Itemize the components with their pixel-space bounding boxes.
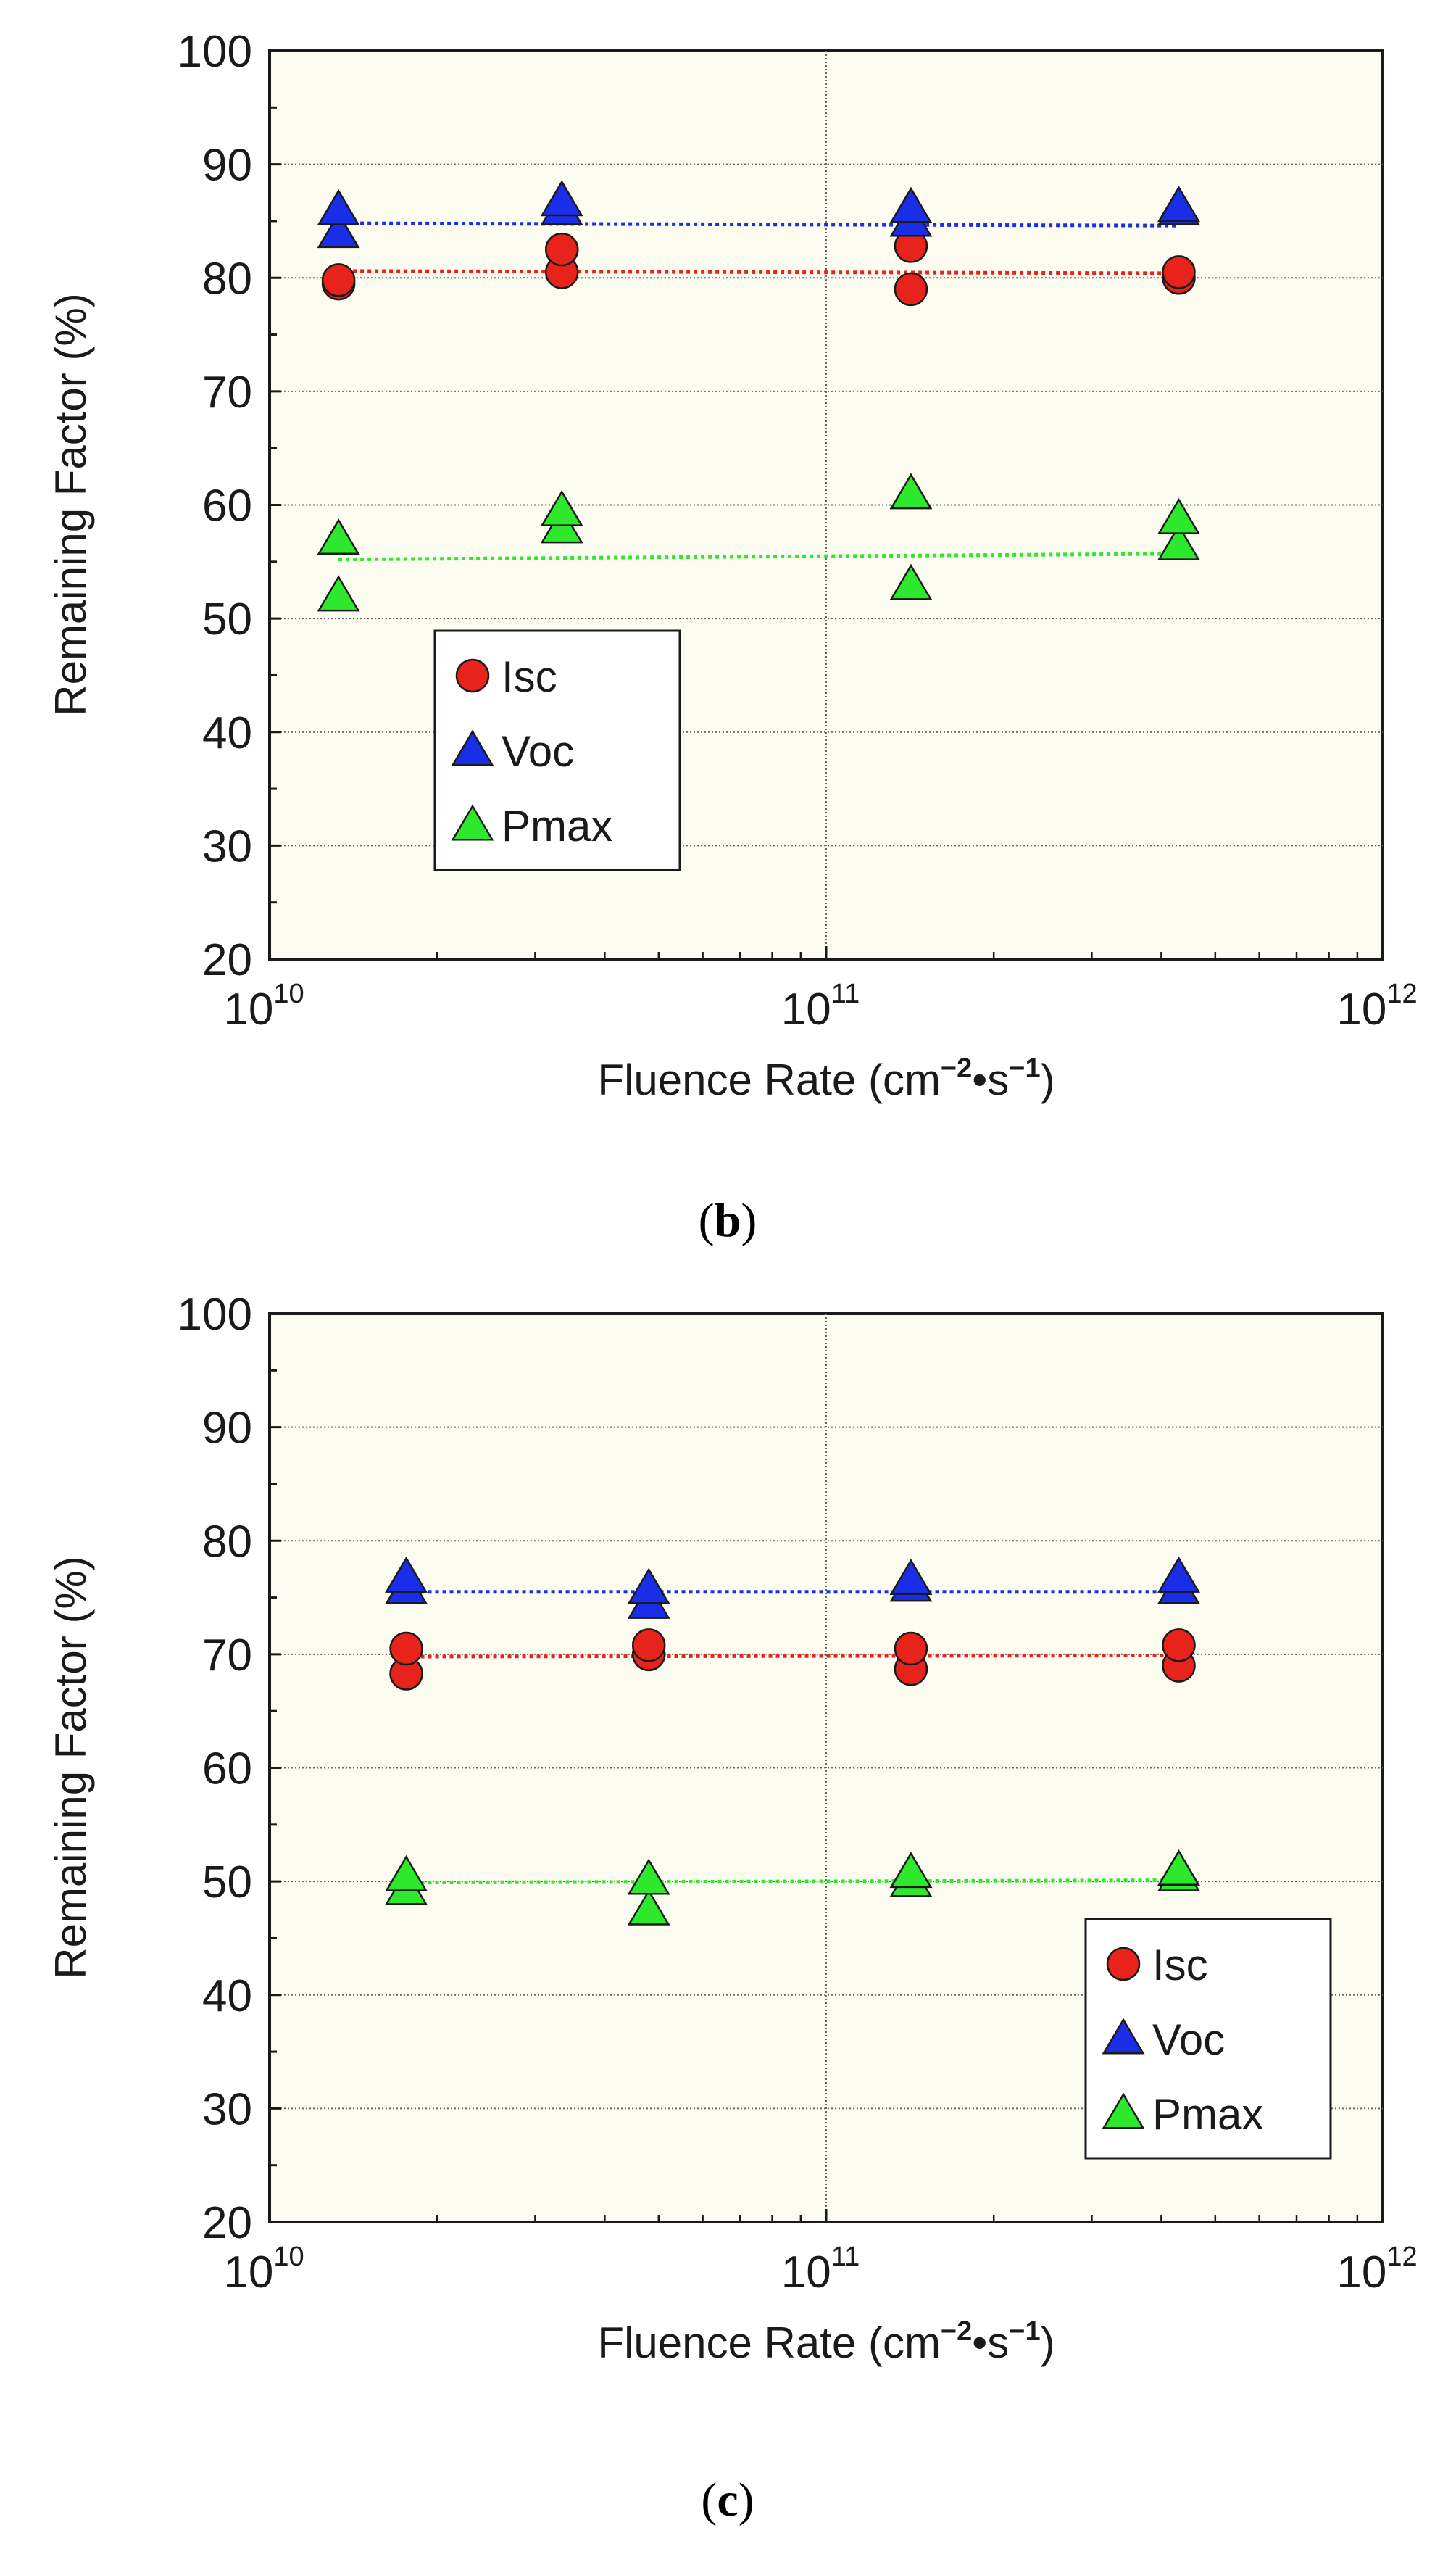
data-point-pmax	[317, 518, 360, 555]
legend-label-isc: Isc	[1152, 1941, 1208, 1989]
panel-caption: (c)	[701, 2474, 754, 2527]
data-point-voc	[1157, 1556, 1200, 1593]
data-point-pmax	[889, 1852, 933, 1889]
x-tick-label: 1012	[1336, 2242, 1417, 2297]
data-point-voc	[889, 186, 933, 223]
trend-line-pmax	[406, 1878, 1179, 1885]
legend-label-isc: Isc	[502, 652, 557, 701]
data-point-pmax	[889, 473, 933, 510]
data-point-pmax	[540, 489, 583, 526]
trend-line-pmax	[338, 552, 1179, 562]
y-tick-label: 100	[178, 27, 252, 77]
data-point-pmax	[1157, 497, 1200, 534]
data-point-voc	[317, 212, 360, 249]
y-tick-label: 40	[202, 708, 252, 758]
y-tick-label: 70	[202, 1630, 252, 1680]
y-tick-label: 90	[202, 1404, 252, 1454]
legend-marker-pmax	[451, 804, 494, 841]
chart-panel-b: 20 30 40 50 60 70 80 90 100 1010 1011 1012 Isc Voc Pm…	[46, 27, 1418, 1247]
y-tick-label: 80	[202, 1517, 252, 1567]
legend-marker-isc	[1106, 1947, 1141, 1981]
y-tick-label: 60	[202, 1744, 252, 1794]
data-point-isc	[894, 1631, 928, 1666]
data-point-isc	[894, 272, 928, 307]
data-point-voc	[1157, 186, 1200, 223]
data-point-pmax	[1157, 1849, 1200, 1886]
trend-lines	[338, 221, 1179, 562]
y-tick-label: 40	[202, 1971, 252, 2021]
y-tick-label: 70	[202, 368, 252, 418]
y-tick-label: 20	[202, 935, 252, 985]
y-tick-label: 20	[202, 2198, 252, 2248]
legend-marker-pmax	[1102, 2092, 1145, 2129]
data-point-voc	[385, 1556, 428, 1593]
y-axis-label: Remaining Factor (%)	[46, 293, 95, 716]
x-tick-label: 1011	[781, 2242, 860, 2297]
data-point-pmax	[889, 563, 933, 600]
data-point-isc	[321, 263, 356, 297]
data-point-voc	[317, 188, 360, 225]
data-point-pmax	[1157, 523, 1200, 560]
x-tick-label: 1010	[223, 2242, 304, 2297]
y-tick-label: 60	[202, 481, 252, 531]
trend-line-isc	[406, 1653, 1179, 1659]
y-tick-label: 80	[202, 254, 252, 304]
x-tick-label: 1011	[781, 979, 860, 1035]
data-point-isc	[631, 1628, 666, 1662]
legend-label-voc: Voc	[1152, 2015, 1225, 2064]
data-point-isc	[389, 1631, 423, 1666]
x-axis-label: Fluence Rate (cm−2•s−1)	[597, 1053, 1054, 1104]
y-tick-label: 100	[178, 1290, 252, 1340]
trend-line-voc	[338, 221, 1179, 228]
axes: 20 30 40 50 60 70 80 90 100 1010 1011 1012	[178, 1290, 1418, 2297]
x-axis-label: Fluence Rate (cm−2•s−1)	[597, 2316, 1054, 2367]
y-axis-label: Remaining Factor (%)	[46, 1556, 95, 1979]
y-tick-label: 90	[202, 141, 252, 191]
data-markers	[317, 180, 1200, 612]
data-point-voc	[889, 1559, 933, 1596]
data-point-pmax	[627, 1889, 670, 1926]
trend-lines	[406, 1590, 1179, 1885]
legend: Isc Voc Pmax	[433, 629, 681, 871]
legend-marker-voc	[451, 729, 494, 766]
axes: 20 30 40 50 60 70 80 90 100 1010 1011 1012	[178, 27, 1418, 1035]
data-point-isc	[1162, 255, 1196, 289]
legend: Isc Voc Pmax	[1084, 1918, 1332, 2160]
legend-marker-isc	[455, 658, 490, 693]
legend-label-voc: Voc	[502, 727, 574, 776]
data-markers	[385, 1556, 1200, 1926]
data-point-isc	[1162, 1628, 1196, 1662]
data-point-voc	[540, 180, 583, 217]
panel-caption: (b)	[699, 1194, 757, 1247]
y-tick-label: 30	[202, 2084, 252, 2134]
y-tick-label: 30	[202, 821, 252, 871]
legend-marker-voc	[1102, 2018, 1145, 2055]
y-tick-label: 50	[202, 1857, 252, 1907]
data-point-pmax	[627, 1858, 670, 1895]
data-point-voc	[627, 1567, 670, 1604]
data-point-pmax	[317, 575, 360, 612]
x-tick-label: 1012	[1336, 979, 1417, 1035]
legend-label-pmax: Pmax	[502, 802, 612, 850]
data-point-isc	[544, 232, 579, 267]
x-tick-label: 1010	[223, 979, 304, 1035]
legend-label-pmax: Pmax	[1152, 2090, 1263, 2139]
y-tick-label: 50	[202, 594, 252, 644]
chart-panel-c: 20 30 40 50 60 70 80 90 100 1010 1011 1012 Isc Voc Pm…	[46, 1290, 1418, 2527]
data-point-pmax	[385, 1854, 428, 1891]
trend-line-isc	[338, 269, 1179, 275]
